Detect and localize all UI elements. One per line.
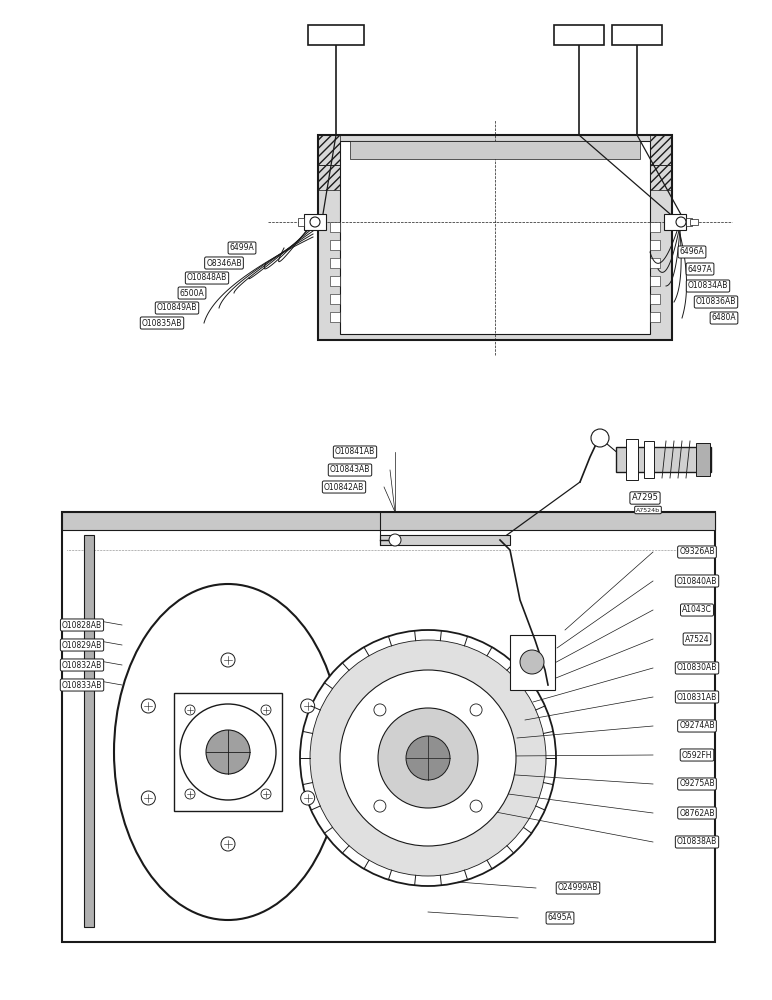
Circle shape <box>300 699 315 713</box>
Circle shape <box>141 791 155 805</box>
Circle shape <box>185 789 195 799</box>
Bar <box>650 135 672 165</box>
Bar <box>318 135 672 340</box>
Bar <box>330 294 340 304</box>
Text: O9275AB: O9275AB <box>679 780 715 788</box>
Text: O8346AB: O8346AB <box>206 258 242 267</box>
Bar <box>644 441 654 478</box>
Circle shape <box>310 217 320 227</box>
Bar <box>664 214 686 230</box>
Bar <box>318 165 340 190</box>
Text: O8762AB: O8762AB <box>679 808 715 818</box>
Bar <box>626 439 638 480</box>
Text: O10834AB: O10834AB <box>688 282 728 290</box>
Bar <box>686 218 692 226</box>
Circle shape <box>340 670 516 846</box>
Ellipse shape <box>114 584 342 920</box>
Text: 6495A: 6495A <box>547 914 572 922</box>
Circle shape <box>374 704 386 716</box>
Bar <box>650 312 660 322</box>
Text: O10842AB: O10842AB <box>324 483 364 491</box>
Circle shape <box>591 429 609 447</box>
Text: O24999AB: O24999AB <box>557 884 598 892</box>
Text: O10838AB: O10838AB <box>677 838 717 846</box>
Bar <box>318 135 340 165</box>
Circle shape <box>300 791 315 805</box>
Bar <box>650 165 672 190</box>
Circle shape <box>470 800 482 812</box>
Bar <box>650 258 660 268</box>
Circle shape <box>221 837 235 851</box>
Bar <box>330 258 340 268</box>
Text: O10849AB: O10849AB <box>157 304 197 312</box>
Text: O10831AB: O10831AB <box>677 692 717 702</box>
Text: A7295: A7295 <box>631 493 659 502</box>
Circle shape <box>261 705 271 715</box>
Circle shape <box>206 730 250 774</box>
Circle shape <box>378 708 478 808</box>
FancyBboxPatch shape <box>174 693 282 811</box>
Bar <box>330 276 340 286</box>
Text: 6500A: 6500A <box>180 288 205 298</box>
Circle shape <box>470 704 482 716</box>
Bar <box>650 276 660 286</box>
Circle shape <box>389 534 401 546</box>
Bar <box>616 447 711 472</box>
Bar <box>62 512 715 530</box>
Text: 6496A: 6496A <box>679 247 704 256</box>
Text: O10829AB: O10829AB <box>62 641 102 650</box>
Circle shape <box>221 653 235 667</box>
Circle shape <box>676 217 686 227</box>
Text: 6499A: 6499A <box>229 243 255 252</box>
Text: O9326AB: O9326AB <box>679 548 715 556</box>
Bar <box>510 635 555 690</box>
Text: O9274AB: O9274AB <box>679 722 715 730</box>
Bar <box>330 312 340 322</box>
Bar <box>650 222 660 232</box>
Bar <box>690 219 698 225</box>
Circle shape <box>310 640 546 876</box>
Bar <box>330 240 340 250</box>
Text: A7524b: A7524b <box>636 508 660 512</box>
Text: O10836AB: O10836AB <box>696 298 736 306</box>
Text: A7524: A7524 <box>685 635 709 644</box>
Bar <box>298 218 304 226</box>
Text: O10828AB: O10828AB <box>62 620 102 630</box>
Circle shape <box>261 789 271 799</box>
Bar <box>650 294 660 304</box>
Circle shape <box>520 650 544 674</box>
Circle shape <box>300 630 556 886</box>
Text: 6497A: 6497A <box>688 264 713 273</box>
Circle shape <box>141 699 155 713</box>
FancyBboxPatch shape <box>554 25 604 45</box>
Bar <box>62 512 715 942</box>
Bar <box>340 141 650 334</box>
Bar <box>696 443 710 476</box>
Bar <box>650 240 660 250</box>
Text: O10830AB: O10830AB <box>677 664 717 672</box>
Circle shape <box>185 705 195 715</box>
FancyBboxPatch shape <box>308 25 364 45</box>
Text: O10833AB: O10833AB <box>62 680 102 690</box>
Bar <box>84 535 94 927</box>
Text: O10840AB: O10840AB <box>677 576 717 585</box>
Bar <box>350 141 640 159</box>
Circle shape <box>374 800 386 812</box>
Circle shape <box>406 736 450 780</box>
Text: O10832AB: O10832AB <box>62 660 102 670</box>
Bar <box>304 214 326 230</box>
Bar <box>330 222 340 232</box>
Text: A1043C: A1043C <box>682 605 712 614</box>
FancyBboxPatch shape <box>612 25 662 45</box>
Text: O10841AB: O10841AB <box>335 448 375 456</box>
Circle shape <box>180 704 276 800</box>
Text: 6480A: 6480A <box>712 314 736 322</box>
Bar <box>380 535 510 545</box>
Text: O592FH: O592FH <box>682 750 713 760</box>
Text: O10835AB: O10835AB <box>142 318 182 328</box>
Text: O10848AB: O10848AB <box>187 273 227 282</box>
Text: O10843AB: O10843AB <box>330 466 371 475</box>
